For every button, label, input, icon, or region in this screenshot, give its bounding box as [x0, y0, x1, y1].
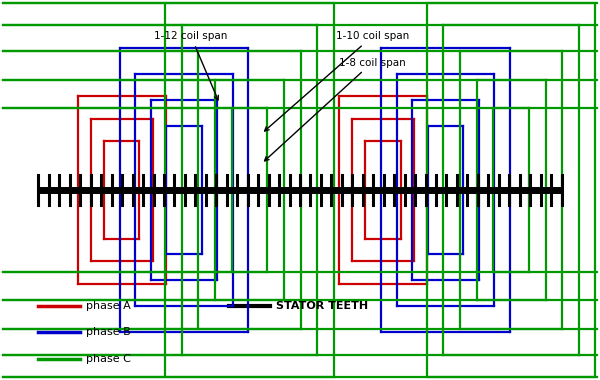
Text: phase C: phase C [86, 353, 131, 364]
Text: phase A: phase A [86, 301, 131, 311]
Text: STATOR TEETH: STATOR TEETH [276, 301, 368, 311]
Text: 1-12 coil span: 1-12 coil span [154, 32, 228, 100]
Text: phase B: phase B [86, 327, 131, 337]
Text: 1-8 coil span: 1-8 coil span [265, 58, 406, 161]
Text: 1-10 coil span: 1-10 coil span [265, 32, 409, 131]
